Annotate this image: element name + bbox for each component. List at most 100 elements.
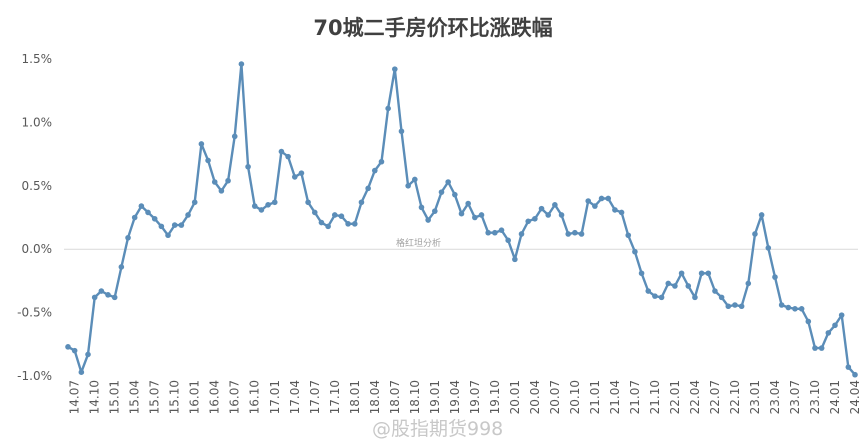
data-point: [652, 293, 658, 299]
data-point: [131, 214, 138, 221]
x-tick-label: 22.04: [688, 380, 702, 414]
data-point: [138, 203, 145, 209]
data-point: [392, 66, 398, 72]
x-tick-label: 20.04: [528, 380, 542, 414]
x-tick-label: 16.04: [208, 380, 222, 414]
x-tick-label: 14.10: [88, 380, 102, 414]
x-tick-label: 22.10: [728, 380, 742, 414]
data-point: [772, 274, 778, 280]
data-point: [425, 217, 431, 223]
data-point: [458, 210, 465, 217]
data-point: [218, 188, 225, 194]
data-point: [758, 212, 765, 218]
data-point: [565, 231, 572, 237]
data-point: [91, 294, 98, 301]
data-point: [325, 223, 331, 230]
data-point: [618, 209, 625, 216]
data-point: [125, 234, 131, 241]
data-point: [345, 221, 351, 227]
data-point: [598, 195, 605, 202]
x-tick-label: 21.01: [588, 380, 602, 414]
x-tick-label: 23.04: [768, 380, 782, 414]
x-tick-label: 20.01: [508, 380, 522, 414]
data-point: [311, 209, 318, 216]
data-point: [838, 312, 845, 318]
data-point: [445, 179, 451, 185]
x-tick-label: 16.01: [188, 380, 202, 414]
data-point: [358, 199, 365, 206]
data-point: [558, 212, 565, 218]
data-point: [365, 185, 371, 192]
data-point: [665, 280, 672, 287]
data-point: [98, 288, 105, 294]
data-point: [78, 369, 85, 375]
data-point: [785, 304, 792, 311]
data-point: [605, 195, 612, 202]
data-point: [378, 158, 385, 165]
data-point: [718, 294, 725, 301]
data-point: [538, 205, 545, 212]
data-point: [145, 209, 151, 216]
data-point: [85, 351, 91, 358]
x-tick-label: 20.10: [568, 380, 582, 414]
data-point: [405, 183, 411, 189]
data-point: [298, 170, 305, 176]
data-point: [111, 294, 118, 301]
data-point: [725, 303, 732, 310]
x-tick-label: 23.07: [788, 380, 802, 414]
data-point: [698, 270, 705, 277]
data-point: [765, 245, 772, 251]
x-tick-label: 24.04: [848, 380, 862, 414]
watermark-center: 格红坦分析: [396, 239, 442, 249]
y-tick-label: -0.5%: [17, 306, 52, 320]
x-tick-label: 19.04: [448, 380, 462, 414]
x-tick-label: 22.01: [668, 380, 682, 414]
data-point: [672, 283, 678, 289]
data-point: [732, 302, 738, 308]
data-point: [432, 208, 438, 214]
x-tick-label: 20.07: [548, 380, 562, 414]
data-point: [512, 256, 518, 263]
data-point: [578, 231, 585, 237]
x-tick-label: 24.01: [828, 380, 842, 414]
data-point: [585, 198, 592, 204]
data-point: [265, 202, 271, 208]
data-point: [465, 200, 471, 207]
y-tick-label: 0.0%: [22, 242, 53, 256]
x-tick-label: 14.07: [68, 380, 82, 414]
data-point: [331, 212, 338, 218]
data-point: [778, 302, 785, 308]
data-point: [412, 176, 418, 183]
data-point: [191, 199, 198, 206]
data-point: [158, 223, 165, 230]
x-tick-label: 21.07: [628, 380, 642, 414]
data-point: [752, 231, 758, 237]
data-point: [318, 219, 325, 226]
data-point: [198, 141, 205, 147]
y-tick-label: 1.0%: [22, 115, 53, 129]
data-point: [705, 270, 712, 277]
x-tick-label: 17.04: [288, 380, 302, 414]
x-tick-label: 21.04: [608, 380, 622, 414]
data-point: [738, 303, 745, 310]
data-point: [305, 199, 311, 206]
data-point: [258, 207, 265, 213]
x-tick-label: 18.04: [368, 380, 382, 414]
chart-title: 70城二手房价环比涨跌幅: [313, 16, 553, 40]
data-point: [612, 207, 618, 213]
series-line: [67, 62, 856, 376]
data-point: [65, 344, 71, 350]
data-point: [852, 371, 858, 378]
data-point: [792, 305, 798, 312]
x-tick-label: 16.07: [228, 380, 242, 414]
data-point: [685, 283, 692, 289]
data-point: [632, 248, 638, 255]
data-point: [211, 179, 218, 185]
data-point: [832, 322, 838, 329]
data-point: [178, 222, 185, 228]
x-tick-label: 17.01: [268, 380, 282, 414]
data-point: [498, 227, 505, 233]
data-point: [452, 191, 458, 198]
